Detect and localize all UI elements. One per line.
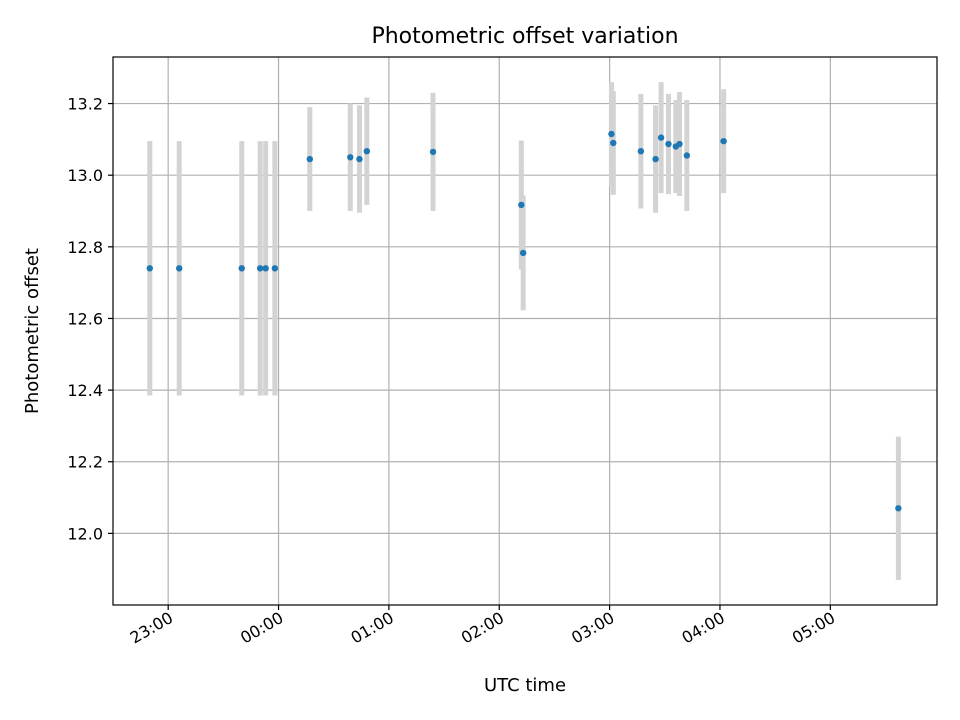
data-point — [429, 148, 437, 156]
data-point — [683, 152, 691, 159]
data-point — [363, 147, 371, 155]
y-tick-label: 12.8 — [67, 238, 103, 257]
y-tick-label: 13.0 — [67, 166, 103, 185]
data-point — [665, 140, 672, 148]
data-point — [519, 249, 527, 257]
data-point — [720, 137, 727, 145]
data-point — [256, 265, 264, 272]
data-point — [895, 505, 902, 512]
data-point — [676, 140, 683, 148]
data-point — [347, 154, 354, 161]
y-tick-label: 12.4 — [67, 381, 103, 400]
plot-frame — [112, 56, 938, 606]
x-axis-label: UTC time — [484, 675, 566, 696]
y-tick-label: 12.2 — [67, 453, 103, 472]
data-point — [657, 134, 665, 141]
data-point — [652, 155, 659, 163]
data-point — [637, 147, 645, 155]
chart-title: Photometric offset variation — [371, 24, 678, 49]
data-point — [306, 155, 314, 163]
data-point — [176, 265, 183, 272]
y-axis-label: Photometric offset — [22, 248, 43, 414]
data-point — [518, 201, 525, 209]
data-point — [271, 265, 279, 272]
y-tick-label: 12.0 — [67, 524, 103, 543]
data-point — [356, 155, 363, 163]
y-axis: 12.0 12.2 12.4 12.6 12.8 13.0 13.2 — [67, 95, 113, 543]
data-point — [608, 130, 615, 138]
y-tick-label: 13.2 — [67, 95, 103, 114]
data-point — [262, 265, 269, 272]
grid — [113, 57, 937, 605]
data-point — [238, 265, 245, 272]
y-tick-label: 12.6 — [67, 309, 103, 328]
data-point — [146, 265, 153, 272]
data-point — [610, 139, 617, 147]
data-points — [146, 130, 902, 512]
